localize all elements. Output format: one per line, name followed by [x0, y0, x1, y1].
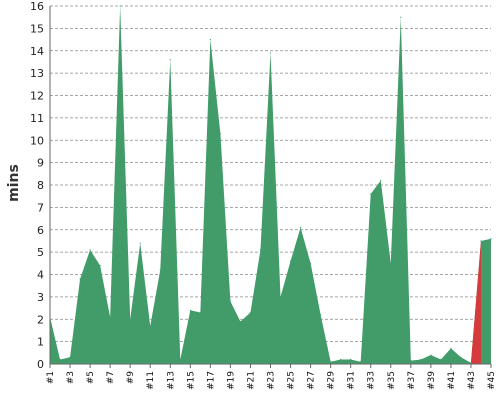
data-point-22 — [259, 249, 262, 251]
data-point-37 — [410, 360, 412, 362]
y-tick-label: 14 — [30, 45, 44, 58]
data-point-38 — [420, 358, 422, 361]
data-point-18 — [219, 132, 221, 135]
data-point-11 — [149, 325, 151, 327]
highlight-segment — [470, 240, 481, 364]
data-point-5 — [89, 249, 91, 251]
x-tick-label: #13 — [166, 371, 176, 390]
y-tick-label: 7 — [37, 201, 44, 214]
x-tick-label: #15 — [186, 371, 196, 390]
y-tick-label: 0 — [37, 358, 44, 371]
data-point-9 — [129, 318, 131, 320]
x-tick-label: #35 — [387, 371, 397, 390]
data-point-39 — [430, 354, 432, 356]
data-point-41 — [450, 347, 452, 349]
data-point-32 — [360, 361, 362, 363]
data-point-19 — [229, 300, 232, 302]
data-point-12 — [159, 269, 161, 271]
data-point-34 — [380, 179, 382, 182]
y-tick-label: 2 — [37, 313, 44, 326]
data-point-23 — [269, 52, 272, 54]
data-point-40 — [440, 358, 442, 361]
data-point-33 — [370, 193, 372, 195]
y-tick-label: 3 — [37, 291, 44, 304]
data-point-35 — [390, 262, 392, 264]
data-point-4 — [79, 278, 81, 280]
data-point-10 — [139, 242, 141, 244]
data-point-42 — [460, 356, 462, 358]
x-tick-label: #5 — [86, 371, 96, 384]
data-point-7 — [109, 316, 111, 318]
x-tick-label: #37 — [407, 371, 417, 390]
x-tick-label: #33 — [367, 371, 377, 390]
axes — [49, 6, 492, 368]
y-tick-label: 1 — [37, 336, 44, 349]
data-point-26 — [299, 226, 302, 229]
x-tick-label: #19 — [226, 371, 236, 390]
data-point-44 — [480, 240, 482, 242]
x-tick-label: #41 — [447, 371, 457, 390]
x-tick-label: #3 — [66, 371, 76, 384]
data-point-30 — [340, 358, 342, 361]
x-tick-label: #11 — [146, 371, 156, 390]
y-axis-label: mins — [6, 164, 22, 202]
data-point-20 — [239, 320, 242, 323]
data-point-45 — [490, 238, 492, 240]
data-point-28 — [320, 314, 322, 316]
data-point-8 — [119, 5, 121, 7]
data-point-16 — [199, 311, 201, 314]
y-tick-label: 5 — [37, 246, 44, 259]
x-tick-labels: #1 #3 #5 #7 #9 #11 #13 #15 #17 #19 #21 #23 #25 #27 #29… — [46, 371, 497, 390]
y-tick-label: 12 — [30, 90, 44, 103]
data-point-25 — [289, 260, 292, 262]
data-point-13 — [169, 59, 171, 61]
series-area — [49, 5, 492, 364]
y-tick-label: 8 — [37, 179, 44, 192]
x-tick-label: #23 — [267, 371, 277, 390]
data-point-36 — [400, 16, 402, 18]
x-tick-label: #1 — [46, 371, 56, 384]
data-point-6 — [99, 264, 101, 267]
data-point-31 — [350, 358, 352, 361]
series-area-fill — [50, 6, 491, 364]
x-tick-label: #39 — [427, 371, 437, 390]
y-tick-label: 6 — [37, 224, 44, 237]
data-point-15 — [189, 309, 191, 311]
x-tick-label: #29 — [327, 371, 337, 390]
data-point-27 — [309, 262, 312, 264]
x-tick-label: #31 — [347, 371, 357, 390]
x-tick-label: #43 — [467, 371, 477, 390]
y-tick-label: 11 — [30, 112, 44, 125]
y-tick-label: 13 — [30, 67, 44, 80]
x-tick-label: #17 — [206, 371, 216, 390]
y-tick-label: 9 — [37, 157, 44, 170]
y-tick-label: 4 — [37, 269, 44, 282]
x-tick-label: #45 — [487, 371, 497, 390]
data-point-14 — [179, 358, 181, 361]
x-tick-label: #25 — [287, 371, 297, 390]
data-point-29 — [330, 361, 332, 363]
x-tick-label: #27 — [307, 371, 317, 390]
x-tick-label: #21 — [246, 371, 256, 390]
data-point-17 — [209, 38, 211, 41]
y-tick-label: 16 — [30, 0, 44, 13]
y-tick-label: 10 — [30, 134, 44, 147]
data-point-21 — [249, 311, 252, 314]
data-point-3 — [69, 356, 71, 358]
x-tick-label: #9 — [126, 371, 136, 385]
data-point-43 — [470, 362, 472, 364]
data-point-2 — [59, 358, 61, 361]
y-tick-label: 15 — [30, 22, 44, 35]
x-tick-label: #7 — [106, 371, 116, 384]
data-point-24 — [279, 296, 282, 298]
